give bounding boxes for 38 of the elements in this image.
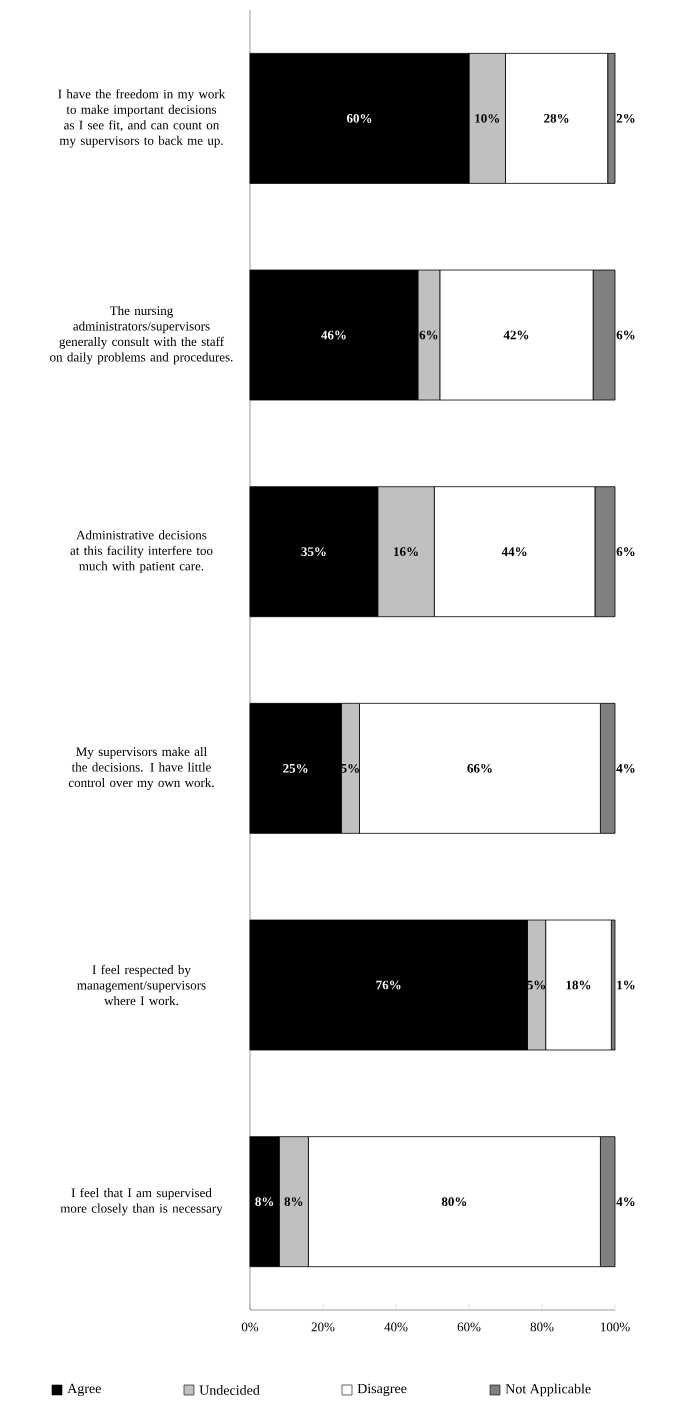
legend-label: Not Applicable: [505, 1383, 591, 1397]
legend-label: Agree: [67, 1383, 101, 1397]
x-tick-label: 40%: [384, 1322, 408, 1332]
y-tick-label: My supervisors make all the decisions. I have little control over my own work.: [68, 746, 214, 790]
data-label: 4%: [616, 1197, 635, 1207]
x-tick-label: 100%: [600, 1322, 630, 1332]
x-tick-label: 20%: [311, 1322, 335, 1332]
data-label: 6%: [616, 330, 635, 340]
data-label: 2%: [616, 113, 635, 123]
data-label: 46%: [321, 330, 346, 340]
x-tick-label: 0%: [241, 1322, 259, 1332]
data-label: 42%: [503, 330, 529, 340]
data-label: 10%: [475, 113, 500, 123]
data-label: 44%: [501, 547, 527, 557]
data-label: 1%: [617, 980, 635, 990]
data-label: 18%: [566, 980, 591, 990]
data-label: 6%: [616, 547, 635, 557]
data-label: 66%: [467, 763, 492, 773]
x-tick-label: 80%: [530, 1322, 554, 1332]
data-label: 35%: [301, 547, 326, 557]
data-label: 6%: [419, 330, 438, 340]
data-label: 80%: [441, 1197, 467, 1207]
data-label: 25%: [283, 763, 308, 773]
y-tick-label: I feel respected by management/supervisors where I work.: [77, 964, 206, 1006]
data-label: 8%: [284, 1197, 303, 1207]
data-label: 60%: [346, 113, 372, 123]
data-label: 4%: [616, 763, 635, 773]
data-label: 76%: [376, 980, 401, 990]
data-label: 16%: [394, 547, 418, 557]
y-tick-label: I feel that I am supervised more closely than is necessary: [60, 1187, 223, 1216]
data-label: 8%: [255, 1197, 274, 1207]
legend-label: Undecided: [199, 1385, 260, 1395]
y-tick-label: I have the freedom in my work to make important decisions as I see fit, and can count on my supervisors to back me up.: [58, 89, 226, 148]
x-tick-label: 60%: [457, 1322, 481, 1332]
y-tick-label: Administrative decisions at this facility interfere too much with patient care.: [70, 530, 213, 574]
y-tick-label: The nursing administrators/supervisors generally consult with the staff on daily problems and procedures.: [50, 305, 233, 365]
data-label: 28%: [544, 113, 569, 123]
legend-label: Disagree: [357, 1383, 407, 1397]
